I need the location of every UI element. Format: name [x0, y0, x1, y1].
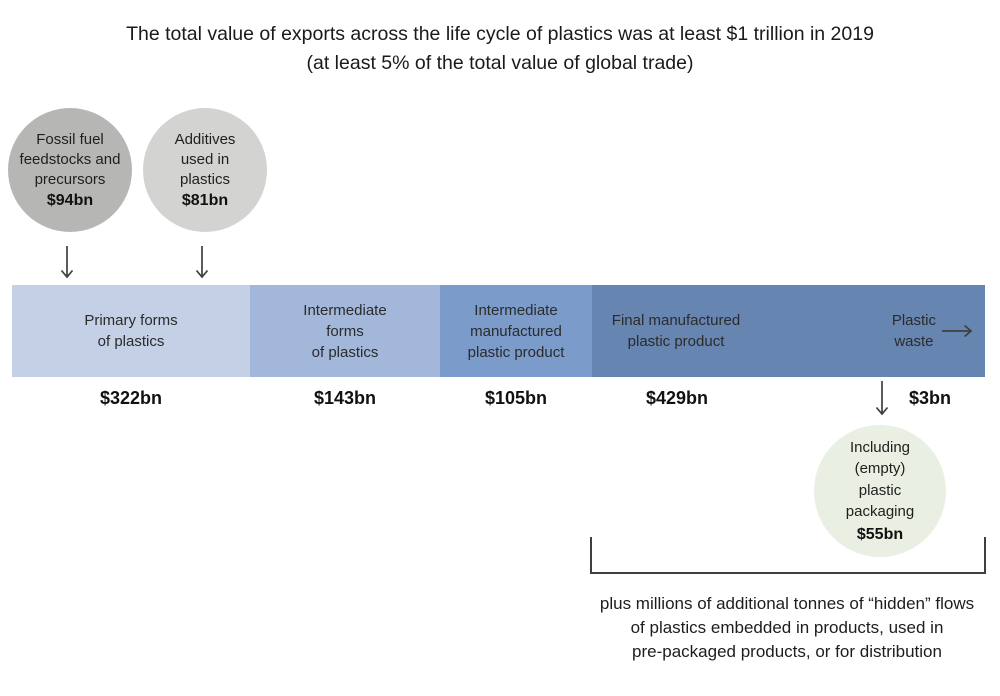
- footnote-line1: plus millions of additional tonnes of “h…: [599, 594, 975, 613]
- packaging-value: $55bn: [856, 525, 904, 543]
- stage-value-primary: $322bn: [99, 388, 163, 408]
- stage-label-line: Plastic: [891, 312, 936, 329]
- fossil-feedstocks-label-line1: Fossil fuel: [36, 130, 104, 148]
- stage-label-line: Intermediate: [474, 301, 558, 319]
- stage-value-waste: $3bn: [908, 388, 951, 408]
- stage-label-line: of plastics: [97, 333, 165, 350]
- additives-label-line1: Additives: [174, 130, 236, 148]
- additives-circle: Additives used in plastics $81bn: [143, 108, 267, 232]
- stage-label-line: Final manufactured: [611, 312, 741, 329]
- plastic-waste-group: Plastic waste: [892, 285, 974, 377]
- footnote: plus millions of additional tonnes of “h…: [570, 592, 1000, 664]
- stage-label-line: of plastics: [311, 343, 379, 361]
- page-title: The total value of exports across the li…: [0, 20, 1000, 78]
- stage-primary-forms: Primary forms of plastics: [12, 285, 250, 377]
- down-arrow-icon: [875, 381, 889, 416]
- stage-value-intermediate-forms: $143bn: [313, 388, 377, 408]
- stage-value-intermediate-manufactured: $105bn: [484, 388, 548, 408]
- stage-label-line: plastic product: [467, 343, 565, 361]
- lifecycle-bar: Primary forms of plastics Intermediate f…: [12, 285, 985, 377]
- hidden-flows-bracket: [590, 537, 986, 574]
- stage-intermediate-forms: Intermediate forms of plastics: [250, 285, 440, 377]
- stage-label-line: plastic product: [627, 333, 725, 350]
- stage-label-line: forms: [326, 322, 364, 340]
- stage-primary-forms-label: Primary forms of plastics: [84, 310, 177, 352]
- plastic-waste-label: Plastic waste: [892, 310, 936, 352]
- stage-label-line: manufactured: [470, 322, 562, 340]
- stage-final-manufactured-label: Final manufactured plastic product: [592, 285, 760, 377]
- additives-value: $81bn: [181, 191, 229, 209]
- down-arrow-icon: [195, 246, 209, 279]
- stage-label-line: Primary forms: [84, 312, 178, 329]
- packaging-label-line1: Including: [849, 438, 911, 456]
- packaging-label-line4: packaging: [845, 503, 915, 521]
- stage-intermediate-manufactured: Intermediate manufactured plastic produc…: [440, 285, 592, 377]
- right-arrow-icon: [942, 324, 973, 338]
- stage-final-manufactured: Final manufactured plastic product Plast…: [592, 285, 985, 377]
- stage-value-final: $429bn: [645, 388, 709, 408]
- packaging-label-line3: plastic: [858, 481, 902, 499]
- additives-label-line3: plastics: [179, 170, 231, 188]
- fossil-feedstocks-label-line2: feedstocks and: [19, 150, 121, 168]
- stage-label-line: Intermediate: [303, 301, 387, 319]
- footnote-line3: pre-packaged products, or for distributi…: [632, 642, 942, 661]
- stage-label-line: waste: [894, 333, 934, 350]
- additives-label-line2: used in: [180, 150, 230, 168]
- packaging-circle: Including (empty) plastic packaging $55b…: [814, 425, 946, 557]
- fossil-feedstocks-value: $94bn: [46, 191, 94, 209]
- stage-intermediate-manufactured-label: Intermediate manufactured plastic produc…: [468, 300, 565, 363]
- stage-intermediate-forms-label: Intermediate forms of plastics: [303, 300, 386, 363]
- fossil-feedstocks-label-line3: precursors: [34, 170, 106, 188]
- stage-values-row: $322bn $143bn $105bn $429bn $3bn: [0, 388, 1000, 418]
- title-line-2: (at least 5% of the total value of globa…: [306, 52, 694, 74]
- fossil-feedstocks-circle: Fossil fuel feedstocks and precursors $9…: [8, 108, 132, 232]
- title-line-1: The total value of exports across the li…: [126, 23, 874, 45]
- packaging-label-line2: (empty): [854, 460, 906, 478]
- down-arrow-icon: [60, 246, 74, 279]
- footnote-line2: of plastics embedded in products, used i…: [630, 618, 944, 637]
